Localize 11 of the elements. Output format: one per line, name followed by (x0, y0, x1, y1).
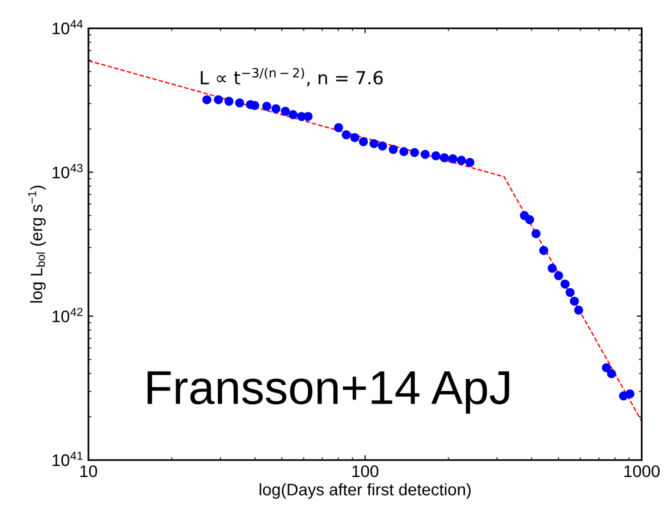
y-tick-label: 10$^{41}$ (52, 452, 83, 466)
x-tick-label: 10 (80, 465, 98, 478)
y-tick-label: 10$^{43}$ (52, 164, 83, 178)
annotation: L ∝ t$^{−3/(n−2)}$, n = 7.6 (200, 68, 383, 86)
y-tick-label: 10$^{44}$ (52, 20, 83, 34)
x-axis-title: log(Days after first detection) (260, 483, 471, 499)
annotation: Fransson+14 ApJ (148, 371, 510, 414)
y-axis-title: log L$_{bol}$ (erg s$^{−1}$) (28, 186, 46, 303)
x-tick-label: 1000 (624, 465, 660, 478)
x-tick-label: 100 (352, 465, 378, 478)
y-tick-label: 10$^{42}$ (52, 308, 82, 322)
